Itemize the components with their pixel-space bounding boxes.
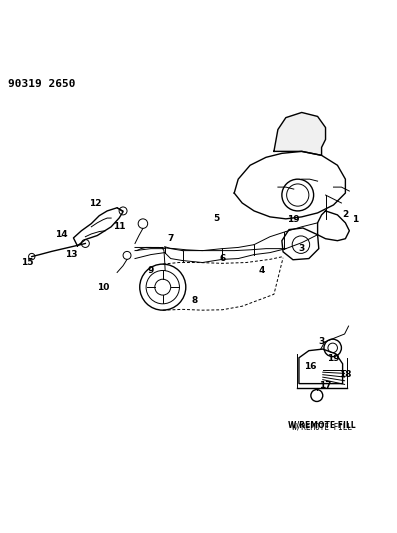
Text: 9: 9 xyxy=(148,266,154,275)
Text: 5: 5 xyxy=(213,214,220,223)
Text: 7: 7 xyxy=(168,234,174,243)
Text: 2: 2 xyxy=(342,211,349,220)
Text: 90319 2650: 90319 2650 xyxy=(8,79,75,89)
Text: 19: 19 xyxy=(327,354,340,363)
Text: 4: 4 xyxy=(259,266,265,275)
Text: 8: 8 xyxy=(191,296,198,305)
Text: 18: 18 xyxy=(339,370,352,379)
Polygon shape xyxy=(274,112,326,155)
Text: 3: 3 xyxy=(299,244,305,253)
Text: 16: 16 xyxy=(304,362,317,371)
Text: 6: 6 xyxy=(219,254,225,263)
Text: W/REMOTE FILL: W/REMOTE FILL xyxy=(288,421,355,430)
Text: 1: 1 xyxy=(352,215,358,224)
Text: 11: 11 xyxy=(113,222,125,231)
Text: 19: 19 xyxy=(287,215,300,224)
Text: 15: 15 xyxy=(21,258,33,267)
Text: 3: 3 xyxy=(318,337,325,346)
Text: 12: 12 xyxy=(89,199,102,208)
Text: 13: 13 xyxy=(65,250,78,259)
Text: W/REMOTE FILL: W/REMOTE FILL xyxy=(291,423,352,432)
Text: 17: 17 xyxy=(319,381,332,390)
Text: 10: 10 xyxy=(97,282,110,292)
Text: 14: 14 xyxy=(55,230,68,239)
